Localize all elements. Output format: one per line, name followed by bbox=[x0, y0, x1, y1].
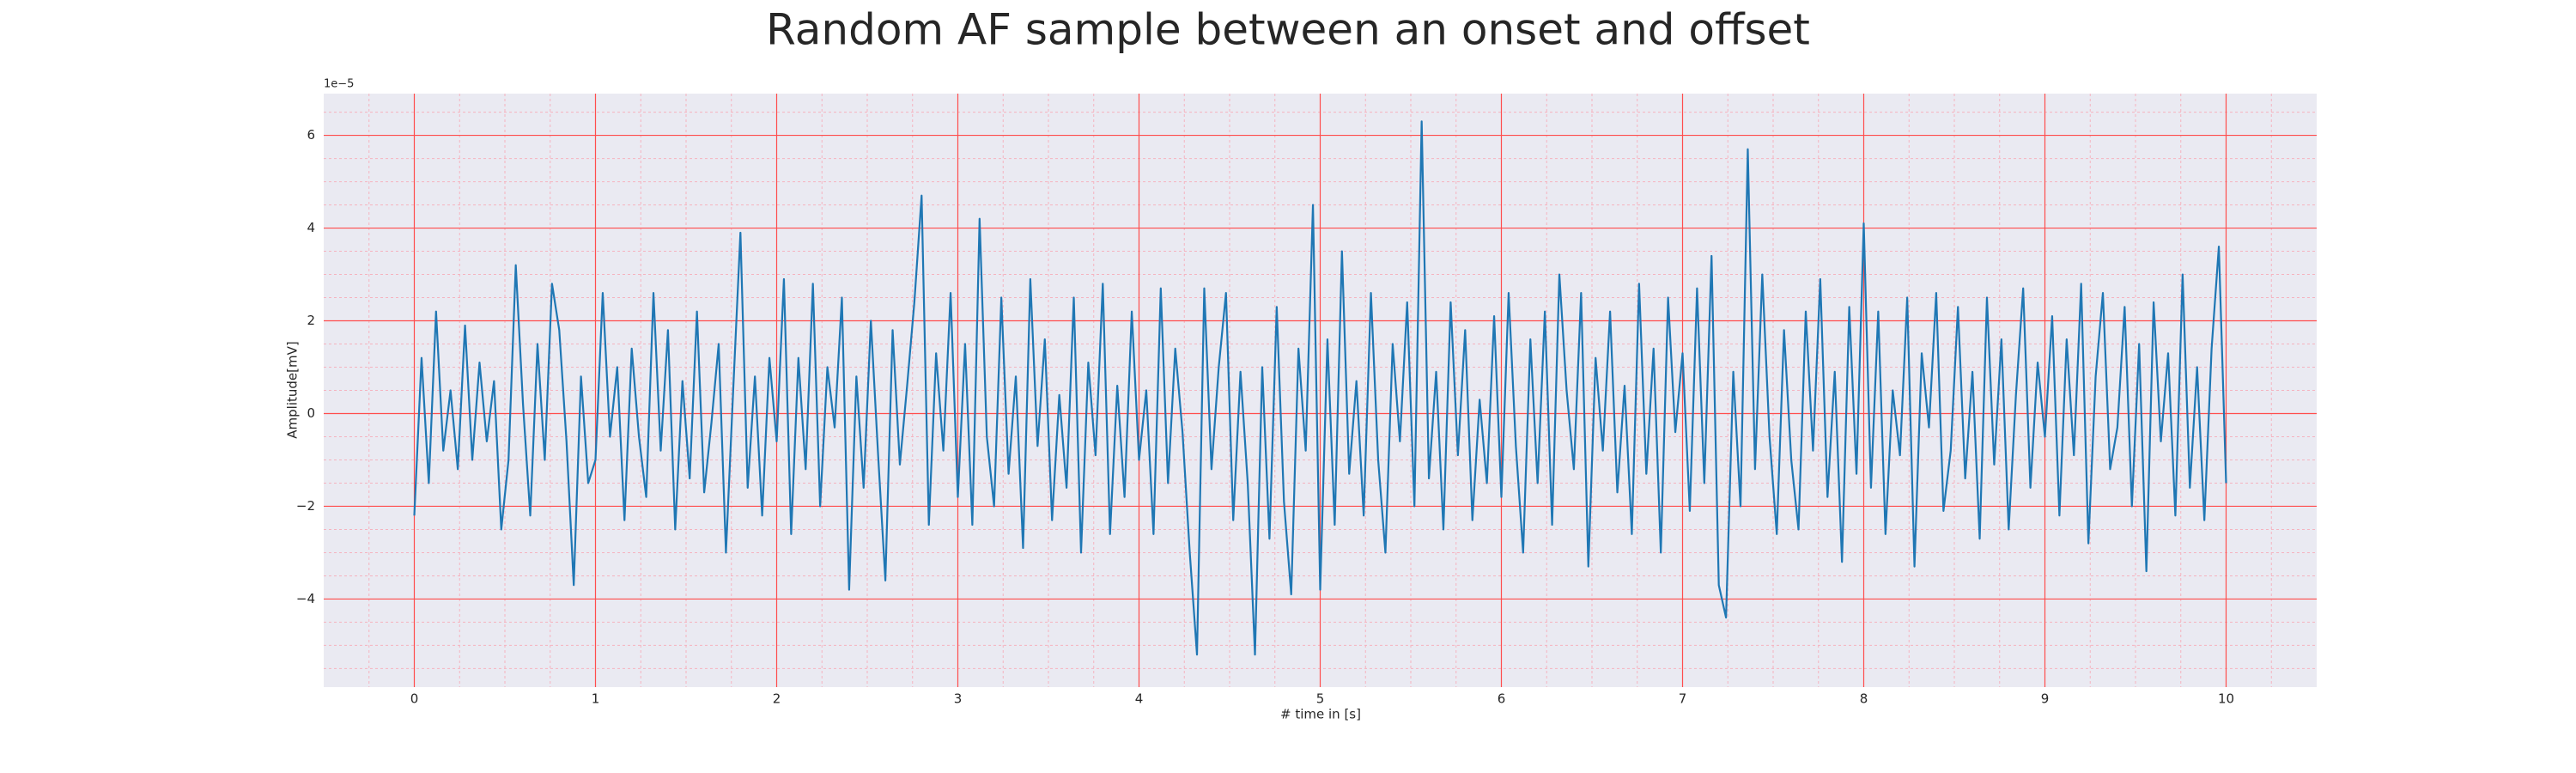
signal-line bbox=[413, 120, 2227, 656]
offset-label: 1e−5 bbox=[324, 78, 354, 91]
x-tick-label: 7 bbox=[1679, 691, 1687, 707]
x-tick-label: 6 bbox=[1498, 691, 1506, 707]
y-tick-label: 6 bbox=[307, 127, 315, 143]
y-tick-label: 0 bbox=[307, 405, 315, 421]
x-tick-label: 4 bbox=[1135, 691, 1144, 707]
y-tick-label: −2 bbox=[296, 498, 315, 514]
x-tick-label: 5 bbox=[1316, 691, 1325, 707]
chart-title: Random AF sample between an onset and of… bbox=[766, 5, 1810, 55]
x-tick-label: 2 bbox=[773, 691, 781, 707]
x-tick-label: 0 bbox=[410, 691, 419, 707]
x-tick-label: 9 bbox=[2041, 691, 2050, 707]
y-axis-label: Amplitude[mV] bbox=[285, 341, 301, 438]
x-tick-label: 10 bbox=[2218, 691, 2234, 707]
y-tick-label: 2 bbox=[307, 313, 315, 328]
x-tick-label: 1 bbox=[592, 691, 600, 707]
x-tick-label: 8 bbox=[1860, 691, 1868, 707]
y-tick-label: 4 bbox=[307, 220, 315, 235]
x-tick-label: 3 bbox=[954, 691, 963, 707]
y-tick-label: −4 bbox=[296, 591, 315, 606]
x-axis-label: # time in [s] bbox=[1280, 707, 1361, 722]
